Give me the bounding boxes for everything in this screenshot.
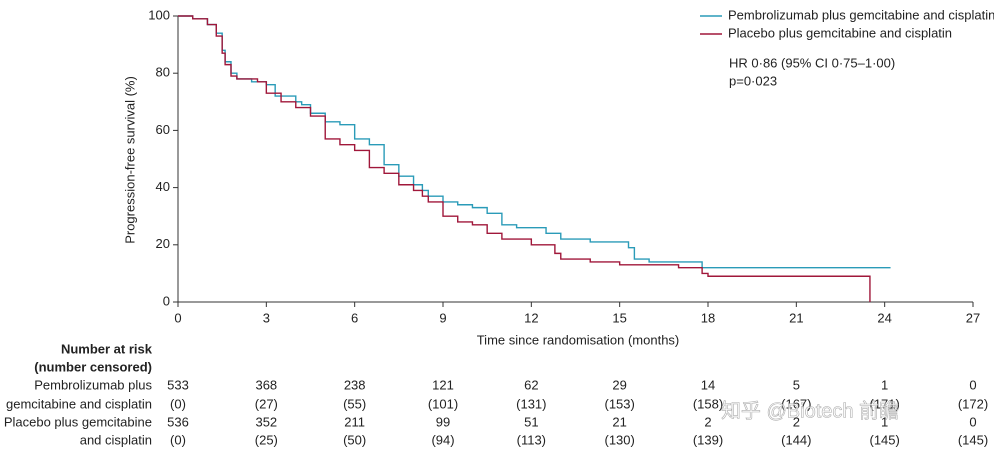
censored-count: (172) [958, 396, 988, 411]
legend-label: Pembrolizumab plus gemcitabine and cispl… [728, 7, 994, 22]
x-tick-label: 15 [612, 310, 626, 325]
x-tick-label: 3 [263, 310, 270, 325]
y-axis-label: Progression-free survival (%) [122, 76, 137, 244]
at-risk-count: 2 [704, 414, 711, 429]
survival-curve [178, 15, 871, 302]
x-tick-label: 24 [877, 310, 891, 325]
at-risk-count: 1 [881, 414, 888, 429]
risk-row-label: Pembrolizumab plus [34, 377, 152, 392]
censored-count: (139) [693, 432, 723, 447]
censored-count: (153) [604, 396, 634, 411]
censored-count: (131) [516, 396, 546, 411]
x-tick-label: 12 [524, 310, 538, 325]
at-risk-count: 21 [612, 414, 626, 429]
watermark: 知乎 @Biotech 前瞻 [721, 399, 899, 422]
at-risk-count: 14 [701, 377, 715, 392]
legend-label: Placebo plus gemcitabine and cisplatin [728, 25, 952, 40]
at-risk-count: 238 [344, 377, 366, 392]
y-tick-label: 60 [156, 122, 170, 137]
censored-count: (171) [869, 396, 899, 411]
x-tick-label: 6 [351, 310, 358, 325]
x-tick-label: 21 [789, 310, 803, 325]
at-risk-count: 51 [524, 414, 538, 429]
survival-curve [178, 15, 891, 269]
at-risk-count: 5 [793, 377, 800, 392]
censored-count: (55) [343, 396, 366, 411]
censored-count: (25) [255, 432, 278, 447]
risk-row-label: gemcitabine and cisplatin [6, 396, 152, 411]
y-tick-label: 20 [156, 236, 170, 251]
x-tick-label: 9 [439, 310, 446, 325]
censored-count: (158) [693, 396, 723, 411]
x-tick-label: 27 [966, 310, 980, 325]
at-risk-count: 1 [881, 377, 888, 392]
at-risk-count: 211 [344, 414, 365, 429]
censored-count: (167) [781, 396, 811, 411]
risk-row-label: Placebo plus gemcitabine [4, 414, 152, 429]
censored-count: (145) [958, 432, 988, 447]
x-axis-label: Time since randomisation (months) [477, 332, 680, 347]
censored-count: (144) [781, 432, 811, 447]
censored-count: (50) [343, 432, 366, 447]
censored-count: (27) [255, 396, 278, 411]
at-risk-count: 99 [436, 414, 450, 429]
censored-count: (130) [604, 432, 634, 447]
x-tick-label: 18 [701, 310, 715, 325]
y-tick-label: 0 [163, 293, 170, 308]
censored-count: (145) [869, 432, 899, 447]
censored-count: (0) [170, 432, 186, 447]
x-tick-label: 0 [174, 310, 181, 325]
censored-count: (101) [428, 396, 458, 411]
censored-count: (0) [170, 396, 186, 411]
annotation: p=0·023 [729, 73, 777, 88]
at-risk-count: 368 [255, 377, 277, 392]
censored-count: (113) [517, 432, 546, 447]
annotation: HR 0·86 (95% CI 0·75–1·00) [729, 55, 895, 70]
at-risk-count: 121 [432, 377, 454, 392]
at-risk-count: 62 [524, 377, 538, 392]
at-risk-count: 352 [255, 414, 277, 429]
risk-row-label: and cisplatin [80, 432, 152, 447]
at-risk-count: 2 [793, 414, 800, 429]
at-risk-count: 533 [167, 377, 189, 392]
at-risk-count: 29 [612, 377, 626, 392]
y-tick-label: 80 [156, 65, 170, 80]
at-risk-count: 0 [969, 414, 976, 429]
risk-title: Number at risk [61, 341, 153, 356]
at-risk-count: 536 [167, 414, 189, 429]
censored-count: (94) [431, 432, 454, 447]
y-tick-label: 100 [148, 7, 170, 22]
y-tick-label: 40 [156, 179, 170, 194]
at-risk-count: 0 [969, 377, 976, 392]
risk-subtitle: (number censored) [34, 359, 152, 374]
